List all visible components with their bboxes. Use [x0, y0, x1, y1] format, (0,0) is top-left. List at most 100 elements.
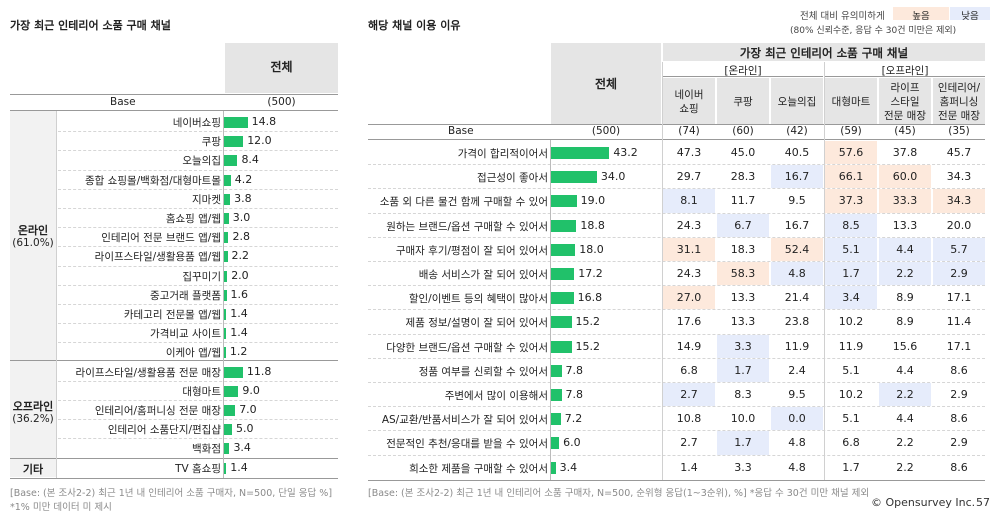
left-row-label: 라이프스타일/생활용품 전문 매장	[75, 366, 221, 379]
reason-bar	[551, 243, 576, 256]
left-row-label: 이케아 앱/웹	[165, 347, 221, 360]
channel-header-name: 쿠팡	[733, 96, 753, 108]
reason-cell: 34.3	[946, 170, 972, 184]
left-header-total: 전체	[270, 60, 293, 74]
right-divider-online-offline	[824, 62, 825, 480]
reason-cell: 1.7	[842, 460, 860, 474]
left-row-divider	[58, 227, 338, 229]
reason-cell: 14.9	[676, 339, 702, 353]
channel-base: (45)	[894, 125, 916, 137]
brand-label: © Opensurvey Inc.	[871, 496, 976, 509]
left-row-label: 쿠팡	[201, 136, 221, 149]
reason-bar-value: 7.8	[565, 363, 584, 377]
left-base-label: Base	[110, 96, 136, 108]
left-row-divider	[58, 188, 338, 190]
right-row-divider	[368, 382, 985, 383]
channel-header-name: 전문 매장	[884, 110, 926, 122]
left-bar	[224, 193, 231, 205]
right-header-group: 가장 최근 인테리어 소품 구매 채널	[739, 46, 909, 60]
reason-bar	[551, 340, 572, 353]
left-row-divider	[58, 208, 338, 209]
reason-cell: 28.3	[730, 170, 756, 184]
left-row-divider	[58, 131, 338, 133]
reason-cell: 8.3	[734, 388, 752, 401]
reason-cell: 3.3	[734, 460, 752, 474]
reason-cell: 23.8	[784, 315, 810, 329]
reason-cell: 2.2	[896, 436, 914, 450]
reason-cell: 8.9	[896, 315, 914, 329]
left-row-label: 가격비교 사이트	[150, 328, 221, 341]
left-bar	[224, 213, 229, 224]
reason-bar-value: 18.8	[580, 218, 605, 232]
reason-bar-value: 3.4	[559, 460, 578, 474]
right-row-divider	[368, 406, 985, 408]
reason-cell: 8.1	[663, 189, 715, 213]
right-footnote: [Base: (본 조사2-2) 최근 1년 내 인테리어 소품 구매자, N=…	[368, 488, 870, 499]
page-number: 57	[976, 496, 990, 509]
reason-cell: 4.4	[896, 363, 914, 377]
reason-cell: 2.7	[663, 383, 715, 407]
reason-label: AS/교환/반품서비스가 잘 되어 있어서	[381, 414, 548, 427]
reason-cell: 10.2	[838, 388, 864, 401]
channel-base: (35)	[948, 125, 970, 137]
reason-cell: 1.7	[717, 358, 769, 382]
reason-cell: 20.0	[946, 218, 972, 232]
reason-cell: 5.7	[933, 237, 985, 261]
reason-bar-value: 17.2	[578, 267, 603, 280]
reason-cell: 33.3	[879, 189, 931, 213]
channel-header-name: 홈퍼니싱	[939, 96, 979, 108]
left-bar-value: 3.8	[234, 191, 252, 205]
right-header-group-box	[663, 43, 985, 61]
group-offline-pct: (36.2%)	[12, 413, 54, 425]
reason-cell: 66.1	[825, 165, 877, 189]
channel-header-name: 인테리어/	[937, 82, 981, 94]
left-bar	[224, 347, 226, 359]
left-bar-value: 5.0	[236, 422, 254, 436]
right-row-divider	[368, 236, 985, 238]
legend-caption: 전체 대비 유의미하게	[800, 11, 885, 22]
left-footnote-2: *1% 미만 데이터 미 제시	[10, 502, 112, 513]
left-bar-value: 9.0	[242, 383, 260, 397]
left-row-label: 오늘의집	[182, 155, 221, 168]
reason-cell: 31.1	[663, 237, 715, 261]
reason-cell: 1.7	[717, 431, 769, 455]
reason-cell: 40.5	[784, 146, 810, 159]
legend-note: (80% 신뢰수준, 응답 수 30건 미만은 제외)	[790, 26, 957, 36]
right-row-divider	[368, 188, 985, 190]
reason-bar	[551, 171, 597, 184]
channel-header-name: 네이버	[674, 89, 704, 101]
reason-cell: 52.4	[771, 237, 823, 261]
reason-cell: 4.8	[788, 436, 806, 450]
reason-cell: 11.7	[730, 194, 756, 208]
reason-cell: 5.1	[825, 237, 877, 261]
reason-cell: 29.7	[676, 170, 702, 184]
reason-cell: 17.1	[946, 339, 972, 353]
left-row-label: 대형마트	[182, 385, 221, 398]
reason-cell: 11.9	[784, 339, 810, 353]
reason-bar-value: 7.2	[564, 412, 583, 426]
left-row-divider	[58, 438, 338, 440]
reason-bar	[551, 147, 610, 159]
right-base-label: Base	[448, 125, 474, 137]
left-row-divider	[58, 265, 338, 267]
group-online-name: 온라인	[17, 224, 49, 237]
reason-label: 소품 외 다른 물건 함께 구매할 수 있어	[379, 196, 548, 209]
reason-cell: 17.6	[676, 315, 702, 329]
left-bar-value: 3.0	[232, 211, 251, 224]
channel-header-name: 전문 매장	[938, 110, 980, 122]
reason-cell: 37.3	[825, 189, 877, 213]
right-header-rule	[368, 124, 985, 125]
channel-base: (59)	[840, 125, 862, 137]
left-bar-value: 1.4	[230, 307, 248, 320]
left-bottom-rule	[10, 478, 338, 479]
left-row-label: 홈쇼핑 앱/웹	[165, 213, 221, 225]
reason-cell: 5.1	[842, 363, 860, 377]
reason-cell: 10.0	[730, 412, 756, 426]
group-offline-name: 오프라인	[12, 400, 54, 413]
reason-cell: 9.5	[788, 194, 806, 208]
reason-cell: 24.3	[676, 267, 702, 280]
left-bar	[224, 117, 248, 128]
reason-cell: 16.7	[784, 218, 810, 232]
left-bar	[224, 385, 239, 397]
reason-cell: 0.0	[771, 407, 823, 431]
